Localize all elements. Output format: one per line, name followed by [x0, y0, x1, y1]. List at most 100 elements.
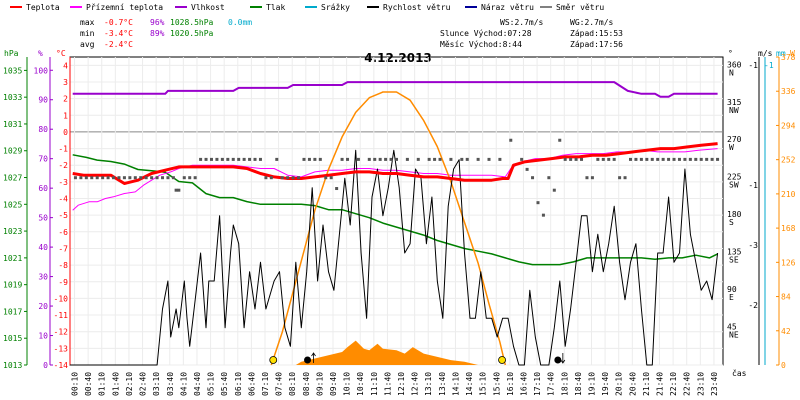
wind-direction-dot [122, 176, 126, 180]
wind-direction-dot [329, 176, 333, 180]
tick-label-time: 21:40 [656, 372, 665, 396]
tick-label-time: 19:40 [601, 372, 610, 396]
tick-label-direction-deg: 360 [727, 60, 742, 69]
tick-label-time: 05:40 [220, 372, 229, 396]
wind-direction-dot [634, 157, 638, 161]
tick-label-direction-compass: S [729, 218, 734, 227]
wind-direction-dot [541, 213, 545, 217]
wind-direction-dot [215, 157, 219, 161]
wind-direction-dot [498, 157, 502, 161]
moonset-marker [554, 356, 562, 364]
legend-item: Náraz větru [481, 3, 534, 12]
axis-label-celsius: °C [56, 49, 66, 58]
wind-direction-dot [291, 176, 295, 180]
tick-label-celsius: -4 [58, 195, 68, 204]
wind-direction-dot [438, 157, 442, 161]
tick-label-direction-deg: 180 [727, 210, 742, 219]
wind-direction-dot [182, 176, 186, 180]
tick-label-time: 07:10 [261, 372, 270, 396]
wind-direction-dot [590, 176, 594, 180]
legend-item: Srážky [321, 3, 350, 12]
wind-direction-dot [558, 138, 562, 142]
wind-direction-dot [520, 157, 524, 161]
tick-label-direction-deg: 45 [727, 323, 737, 332]
wind-direction-dot [618, 176, 622, 180]
tick-label-wm2: 42 [781, 327, 791, 336]
wind-direction-dot [171, 176, 175, 180]
tick-label-time: 09:10 [315, 372, 324, 396]
wind-direction-dot [79, 176, 83, 180]
wind-direction-dot [661, 157, 665, 161]
tick-label-time: 16:40 [519, 372, 528, 396]
wind-direction-dot [699, 157, 703, 161]
tick-label-direction-compass: SE [729, 256, 739, 265]
wind-direction-dot [525, 167, 529, 171]
wind-direction-dot [389, 157, 393, 161]
tick-label-hpa: 1027 [3, 174, 22, 183]
wind-direction-dot [150, 176, 154, 180]
tick-label-time: 14:10 [451, 372, 460, 396]
tick-label-time: 23:10 [696, 372, 705, 396]
tick-label-mm: -1 [764, 61, 774, 70]
axis-label-percent: % [38, 49, 43, 58]
wind-direction-dot [307, 157, 311, 161]
wind-direction-dot [683, 157, 687, 161]
tick-label-time: 06:40 [247, 372, 256, 396]
stats-precip: 0.0mm [228, 18, 252, 27]
wind-direction-dot [231, 157, 235, 161]
tick-label-time: 11:40 [383, 372, 392, 396]
wind-direction-dot [580, 157, 584, 161]
wind-direction-dot [405, 157, 409, 161]
wind-direction-dot [90, 176, 94, 180]
tick-label-celsius: -9 [58, 278, 68, 287]
tick-label-hpa: 1017 [3, 307, 22, 316]
wind-direction-dot [253, 157, 257, 161]
tick-label-direction-deg: 270 [727, 135, 742, 144]
tick-label-time: 06:10 [234, 372, 243, 396]
wind-direction-dot [144, 176, 148, 180]
tick-label-time: 02:40 [139, 372, 148, 396]
series-temperature [72, 142, 718, 185]
wind-direction-dot [601, 157, 605, 161]
wind-direction-dot [449, 157, 453, 161]
wind-direction-dot [269, 176, 273, 180]
wind-direction-dot [378, 157, 382, 161]
series-ground-temperature [72, 148, 718, 211]
wind-direction-dot [248, 157, 252, 161]
wind-direction-dot [133, 176, 137, 180]
wind-direction-dot [645, 157, 649, 161]
tick-label-time: 01:40 [111, 372, 120, 396]
stats-min-hum: 89% [150, 29, 165, 38]
tick-label-percent: 100 [34, 66, 49, 75]
wind-direction-dot [139, 176, 143, 180]
tick-label-time: 10:10 [343, 372, 352, 396]
wind-direction-dot [106, 176, 110, 180]
tick-label-celsius: 1 [63, 111, 68, 120]
moonset-arrow-icon [560, 353, 566, 364]
tick-label-wm2: 84 [781, 293, 791, 302]
tick-label-percent: 70 [38, 155, 48, 164]
tick-label-wm2: 378 [781, 53, 796, 62]
tick-label-time: 00:10 [71, 372, 80, 396]
wind-direction-dot [286, 176, 290, 180]
tick-label-time: 01:10 [98, 372, 107, 396]
wind-direction-dot [324, 176, 328, 180]
wind-direction-dot [465, 157, 469, 161]
wind-direction-dot [574, 157, 578, 161]
tick-label-time: 15:10 [479, 372, 488, 396]
wind-direction-dot [335, 187, 339, 191]
wind-direction-dot [204, 157, 208, 161]
tick-label-time: 18:10 [560, 372, 569, 396]
series-layer [70, 81, 720, 366]
wind-direction-dot [101, 176, 105, 180]
tick-label-hpa: 1031 [3, 120, 22, 129]
x-axis-label: čas [732, 368, 747, 378]
tick-label-direction-deg: 135 [727, 248, 742, 257]
tick-label-time: 20:40 [628, 372, 637, 396]
tick-label-wm2: 126 [781, 258, 796, 267]
tick-label-wm2: 336 [781, 87, 796, 96]
wind-direction-dot [128, 176, 132, 180]
tick-label-direction-compass: W [729, 143, 734, 152]
tick-label-ms: -1 [748, 61, 758, 70]
wind-direction-dot [623, 176, 627, 180]
